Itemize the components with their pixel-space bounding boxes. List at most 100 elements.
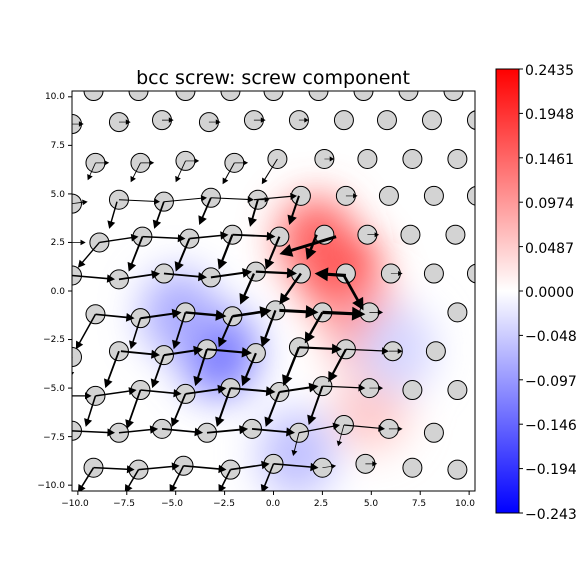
atom <box>72 347 82 368</box>
displacement-arrow <box>118 425 159 434</box>
colorbar-tick-label: −0.1461 <box>525 418 576 434</box>
colorbar-tick-label: 0.0974 <box>525 196 574 212</box>
colorbar-tick-label: −0.0487 <box>525 329 576 345</box>
displacement-arrow <box>264 236 281 270</box>
colorbar-tick-label: 0.1948 <box>525 107 574 123</box>
atom <box>445 224 466 245</box>
atom <box>378 185 399 206</box>
displacement-arrow <box>78 467 95 491</box>
displacement-arrow <box>298 422 340 434</box>
displacement-arrow <box>206 425 249 435</box>
displacement-arrow <box>273 462 319 472</box>
atom <box>85 304 106 325</box>
displacement-arrow <box>124 469 140 491</box>
atom <box>400 224 421 245</box>
displacement-arrow <box>314 267 346 282</box>
displacement-arrows <box>72 117 403 491</box>
displacement-arrow <box>75 313 97 350</box>
displacement-arrow <box>369 309 384 316</box>
colorbar-tick-label: 0.0000 <box>525 285 574 301</box>
colorbar-tick-label: −0.2435 <box>525 507 576 523</box>
displacement-arrow <box>345 193 358 199</box>
displacement-arrow <box>84 395 97 427</box>
displacement-arrow <box>328 348 347 383</box>
displacement-arrow <box>390 271 403 276</box>
colorbar-tick-label: −0.0974 <box>525 374 576 390</box>
displacement-arrow <box>208 119 221 125</box>
x-axis: −10.0 −7.5 −5.0 −2.5 0.0 2.5 5.0 7.5 10.… <box>61 491 475 509</box>
displacement-arrow <box>72 274 115 283</box>
displacement-arrow <box>322 384 366 392</box>
displacement-arrow <box>163 345 204 357</box>
colorbar: 0.2435 0.1948 0.1461 0.0974 0.0487 0.000… <box>495 63 576 523</box>
displacement-arrow <box>118 270 160 281</box>
displacement-arrow <box>324 156 335 162</box>
atom <box>443 91 464 101</box>
displacement-arrow <box>163 195 207 203</box>
displacement-arrow <box>161 427 204 437</box>
atom <box>220 91 241 101</box>
displacement-arrow <box>241 352 257 387</box>
displacement-arrow <box>72 428 115 437</box>
atom <box>447 302 468 323</box>
x-tick-label: 7.5 <box>412 499 426 509</box>
displacement-arrow <box>279 272 302 305</box>
displacement-arrow <box>95 313 135 322</box>
displacement-arrow <box>206 347 252 358</box>
displacement-arrow <box>152 201 165 229</box>
displacement-arrow <box>367 232 380 238</box>
y-tick-label: 2.5 <box>51 238 65 248</box>
displacement-arrow <box>232 306 272 318</box>
displacement-arrow <box>260 463 275 491</box>
atom <box>402 148 423 169</box>
atom <box>423 263 444 284</box>
displacement-arrow <box>388 348 403 354</box>
atom <box>402 457 423 478</box>
displacement-arrow <box>264 391 281 427</box>
y-tick-label: 10.0 <box>45 92 65 102</box>
displacement-arrow <box>72 199 88 206</box>
displacement-arrow <box>234 160 249 166</box>
x-tick-label: −2.5 <box>213 499 235 509</box>
displacement-arrow <box>72 392 92 400</box>
atom <box>333 110 354 131</box>
displacement-arrow <box>183 464 227 474</box>
displacement-arrow <box>129 317 142 350</box>
atom <box>83 91 104 101</box>
displacement-arrow <box>253 192 297 201</box>
displacement-arrow <box>174 238 191 272</box>
displacement-arrow <box>239 273 255 305</box>
y-tick-label: 0.0 <box>51 287 66 297</box>
y-axis: 10.0 7.5 5.0 2.5 0.0 −2.5 −5.0 −7.5 −10.… <box>37 92 72 491</box>
chart-title: bcc screw: screw component <box>136 67 410 89</box>
atom <box>308 91 329 101</box>
displacement-arrow <box>163 272 207 282</box>
displacement-arrow <box>189 231 229 240</box>
displacement-arrow <box>215 387 232 427</box>
displacement-arrow <box>172 312 187 350</box>
displacement-arrow <box>343 424 385 432</box>
displacement-arrow <box>336 424 345 447</box>
atom <box>466 110 475 130</box>
displacement-arrow <box>175 160 186 183</box>
displacement-arrow <box>185 158 200 164</box>
x-tick-label: 5.0 <box>364 499 379 509</box>
atom <box>175 91 196 101</box>
displacement-arrow <box>95 160 110 166</box>
displacement-arrow <box>230 460 270 471</box>
atom <box>398 91 419 101</box>
displacement-arrow <box>322 463 337 470</box>
displacement-arrow <box>140 308 182 320</box>
displacement-arrow <box>217 234 234 270</box>
displacement-arrow <box>198 197 212 225</box>
displacement-arrow <box>230 386 276 397</box>
colorbar-tick-label: −0.1948 <box>525 462 576 478</box>
y-tick-label: 5.0 <box>51 190 66 200</box>
displacement-arrow <box>260 310 277 348</box>
displacement-arrow <box>142 234 186 243</box>
atom <box>357 148 378 169</box>
displacement-arrow <box>342 274 364 311</box>
displacement-arrow <box>222 162 235 185</box>
colorbar-tick-label: 0.0487 <box>525 241 574 257</box>
displacement-arrow <box>125 389 142 429</box>
